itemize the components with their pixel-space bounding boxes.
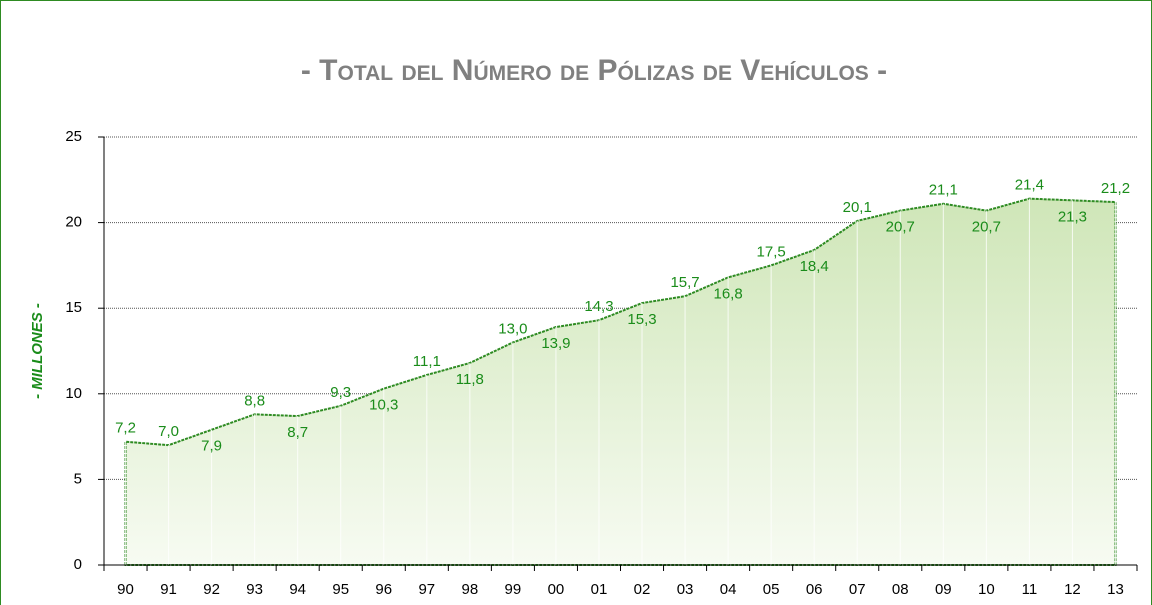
x-tick-label: 02: [634, 581, 651, 598]
data-label: 8,8: [244, 392, 265, 409]
x-tick-label: 94: [289, 581, 306, 598]
x-tick-label: 06: [806, 581, 823, 598]
x-tick-label: 12: [1064, 581, 1081, 598]
data-label: 7,9: [201, 438, 222, 455]
data-label: 20,7: [972, 219, 1001, 236]
x-tick-label: 98: [462, 581, 479, 598]
y-axis-label: - MILLONES -: [29, 303, 46, 399]
data-label: 18,4: [800, 258, 829, 275]
x-tick-label: 92: [203, 581, 220, 598]
data-label: 13,0: [498, 320, 527, 337]
x-tick-label: 90: [117, 581, 134, 598]
x-tick-label: 95: [332, 581, 349, 598]
data-label: 11,8: [456, 371, 484, 388]
x-tick-label: 00: [548, 581, 565, 598]
data-label: 11,1: [413, 353, 441, 370]
x-tick-label: 11: [1022, 581, 1038, 598]
x-tick-label: 93: [246, 581, 263, 598]
x-tick-label: 08: [892, 581, 909, 598]
y-tick-label: 0: [74, 556, 82, 573]
data-label: 9,3: [330, 384, 351, 401]
data-label: 15,7: [670, 274, 699, 291]
y-tick-label: 20: [65, 214, 82, 231]
data-label: 15,3: [627, 311, 656, 328]
x-tick-label: 05: [763, 581, 780, 598]
y-tick-label: 10: [65, 385, 82, 402]
data-label: 20,1: [843, 199, 872, 216]
x-tick-label: 01: [591, 581, 608, 598]
data-label: 14,3: [584, 298, 613, 315]
data-label: 21,4: [1015, 177, 1044, 194]
x-tick-label: 07: [849, 581, 866, 598]
data-label: 21,1: [929, 182, 958, 199]
data-label: 17,5: [757, 243, 786, 260]
data-label: 21,2: [1101, 180, 1130, 197]
y-tick-label: 5: [74, 470, 82, 487]
x-tick-label: 97: [418, 581, 435, 598]
x-tick-label: 91: [160, 581, 177, 598]
data-label: 8,7: [287, 424, 308, 441]
data-label: 21,3: [1058, 208, 1087, 225]
data-label: 16,8: [714, 285, 743, 302]
data-label: 10,3: [369, 397, 398, 414]
y-tick-label: 15: [65, 299, 82, 316]
y-tick-label: 25: [65, 128, 82, 145]
x-tick-label: 10: [978, 581, 995, 598]
x-tick-label: 03: [677, 581, 694, 598]
data-label: 7,0: [158, 423, 179, 440]
x-tick-label: 09: [935, 581, 952, 598]
x-tick-label: 96: [375, 581, 392, 598]
chart-title: - Total del Número de Pólizas de Vehícul…: [301, 54, 887, 87]
x-tick-label: 04: [720, 581, 737, 598]
x-tick-label: 99: [505, 581, 522, 598]
data-label: 13,9: [541, 335, 570, 352]
data-label: 7,2: [115, 420, 136, 437]
data-label: 20,7: [886, 219, 915, 236]
x-tick-label: 13: [1107, 581, 1124, 598]
